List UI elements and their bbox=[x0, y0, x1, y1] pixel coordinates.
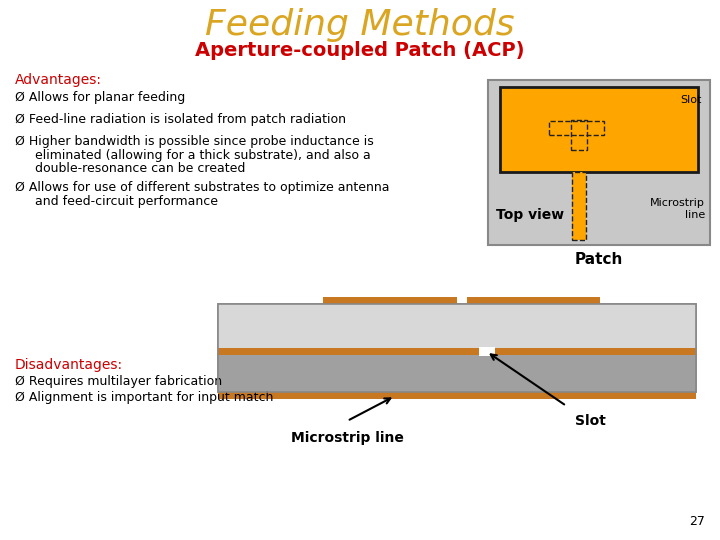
Text: Ø Higher bandwidth is possible since probe inductance is: Ø Higher bandwidth is possible since pro… bbox=[15, 134, 374, 147]
Bar bbox=[323, 297, 457, 304]
Text: Patch: Patch bbox=[575, 252, 624, 267]
Bar bbox=[218, 304, 696, 348]
Text: Advantages:: Advantages: bbox=[15, 73, 102, 87]
Bar bbox=[572, 172, 586, 240]
Text: Microstrip line: Microstrip line bbox=[291, 431, 403, 445]
Bar bbox=[572, 172, 586, 240]
Text: Ø Requires multilayer fabrication: Ø Requires multilayer fabrication bbox=[15, 375, 222, 388]
Bar bbox=[218, 304, 696, 392]
Text: double-resonance can be created: double-resonance can be created bbox=[35, 163, 246, 176]
Text: Ø Feed-line radiation is isolated from patch radiation: Ø Feed-line radiation is isolated from p… bbox=[15, 112, 346, 125]
Text: Microstrip
line: Microstrip line bbox=[650, 198, 705, 219]
Bar bbox=[218, 355, 696, 392]
Text: and feed-circuit performance: and feed-circuit performance bbox=[35, 195, 218, 208]
Text: Ø Alignment is important for input match: Ø Alignment is important for input match bbox=[15, 392, 274, 404]
Text: eliminated (allowing for a thick substrate), and also a: eliminated (allowing for a thick substra… bbox=[35, 148, 371, 161]
Bar bbox=[218, 392, 696, 399]
Text: 27: 27 bbox=[689, 515, 705, 528]
Bar bbox=[218, 304, 696, 392]
Bar bbox=[218, 348, 696, 355]
Text: Ø Allows for use of different substrates to optimize antenna: Ø Allows for use of different substrates… bbox=[15, 181, 390, 194]
Text: Slot: Slot bbox=[680, 94, 702, 105]
Bar bbox=[479, 347, 495, 356]
Bar bbox=[467, 297, 600, 304]
Text: Ø Allows for planar feeding: Ø Allows for planar feeding bbox=[15, 91, 185, 104]
Text: Top view: Top view bbox=[496, 208, 564, 222]
Text: Aperture-coupled Patch (ACP): Aperture-coupled Patch (ACP) bbox=[195, 40, 525, 59]
Bar bbox=[488, 80, 710, 245]
Text: Feeding Methods: Feeding Methods bbox=[205, 8, 515, 42]
Text: Disadvantages:: Disadvantages: bbox=[15, 358, 123, 372]
Text: Slot: Slot bbox=[575, 414, 606, 428]
Bar bbox=[571, 120, 588, 150]
Bar bbox=[500, 86, 698, 172]
Bar bbox=[549, 121, 604, 135]
